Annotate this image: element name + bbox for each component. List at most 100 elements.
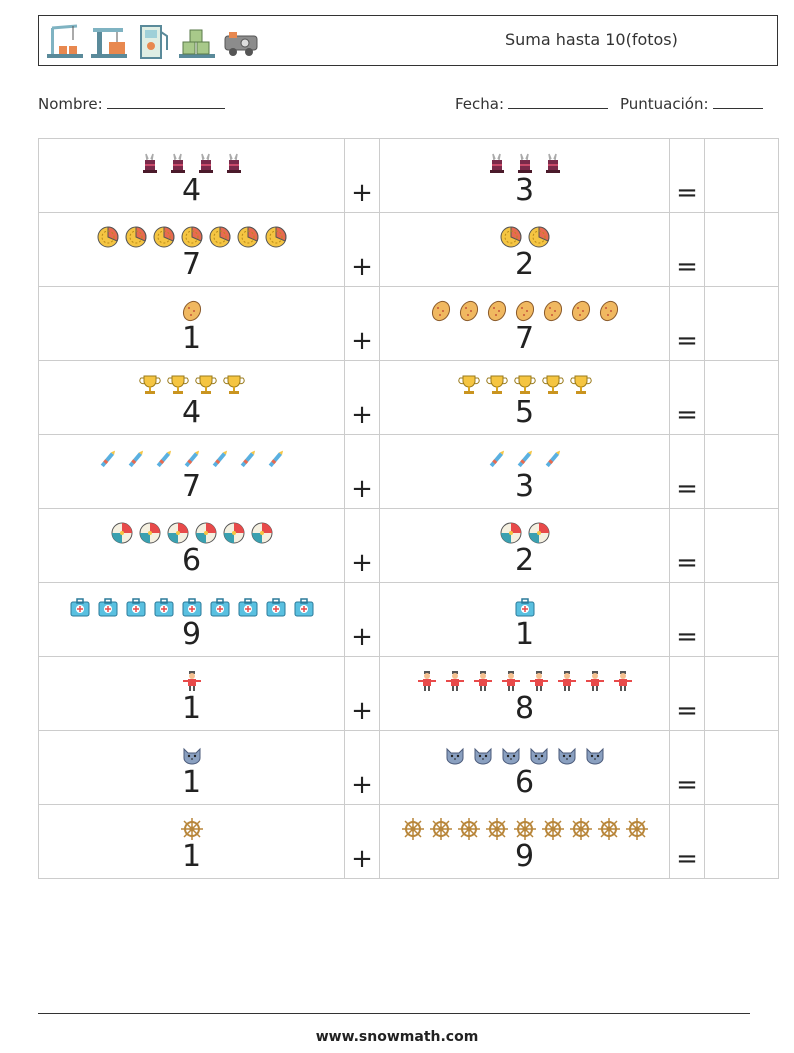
- trophy-icon: [457, 375, 480, 394]
- addend-b-icons: [380, 372, 669, 398]
- cargo-pallet-icon: [179, 29, 215, 58]
- addend-b-cell: 2: [379, 508, 670, 583]
- ship-wheel-icon: [625, 818, 648, 840]
- pie-chart-icon: [125, 226, 146, 248]
- ship-wheel-icon: [513, 818, 536, 840]
- addend-b: 6: [514, 765, 535, 800]
- crayon-icon: [517, 450, 532, 468]
- equals-sign: =: [676, 400, 698, 430]
- addend-b: 2: [514, 247, 535, 282]
- plus-sign: +: [351, 252, 373, 282]
- cat-face-icon: [183, 747, 200, 765]
- date-blank[interactable]: [508, 94, 609, 109]
- equals-sign: =: [676, 474, 698, 504]
- addend-a: 1: [181, 321, 202, 356]
- addend-b-cell: 1: [379, 582, 670, 657]
- beach-ball-icon: [528, 522, 549, 544]
- equals-sign: =: [676, 326, 698, 356]
- plus-cell: +: [344, 730, 380, 805]
- addend-a: 1: [181, 691, 202, 726]
- answer-cell[interactable]: [704, 582, 779, 657]
- addend-b: 1: [514, 617, 535, 652]
- first-aid-kit-icon: [70, 598, 89, 617]
- first-aid-kit-icon: [154, 598, 173, 617]
- problem-row: 9 +1 =: [38, 582, 779, 657]
- answer-cell[interactable]: [704, 804, 779, 879]
- score-field[interactable]: Puntuación:: [620, 94, 763, 113]
- magic-hat-icon: [517, 153, 532, 173]
- addend-b-cell: 8: [379, 656, 670, 731]
- first-aid-kit-icon: [294, 598, 313, 617]
- footer-url[interactable]: www.snowmath.com: [315, 1029, 479, 1045]
- answer-cell[interactable]: [704, 434, 779, 509]
- addend-b-cell: 2: [379, 212, 670, 287]
- ship-wheel-icon: [569, 818, 592, 840]
- crane-icon: [47, 24, 83, 58]
- addend-b-icons: [380, 742, 669, 768]
- name-blank[interactable]: [106, 94, 225, 109]
- answer-cell[interactable]: [704, 656, 779, 731]
- crayon-icon: [545, 450, 560, 468]
- plus-cell: +: [344, 656, 380, 731]
- train-icon: [224, 32, 258, 56]
- first-aid-kit-icon: [515, 598, 534, 617]
- beach-ball-icon: [223, 522, 244, 544]
- plus-sign: +: [351, 400, 373, 430]
- plus-sign: +: [351, 178, 373, 208]
- addend-b: 5: [514, 395, 535, 430]
- first-aid-kit-icon: [182, 598, 201, 617]
- plus-sign: +: [351, 770, 373, 800]
- first-aid-kit-icon: [266, 598, 285, 617]
- addend-a-cell: 4: [38, 138, 345, 213]
- plus-sign: +: [351, 696, 373, 726]
- problem-row: 1 +7 =: [38, 286, 779, 361]
- addend-b-cell: 5: [379, 360, 670, 435]
- equals-cell: =: [669, 360, 705, 435]
- scarecrow-icon: [182, 671, 201, 691]
- addend-a-icons: [39, 520, 344, 546]
- magic-hat-icon: [226, 153, 241, 173]
- addend-a: 4: [181, 395, 202, 430]
- problem-row: 1 +9 =: [38, 804, 779, 879]
- addend-a: 6: [181, 543, 202, 578]
- pie-chart-icon: [265, 226, 286, 248]
- addend-a-icons: [39, 298, 344, 324]
- answer-cell[interactable]: [704, 508, 779, 583]
- potato-icon: [431, 300, 450, 322]
- addend-b-icons: [380, 446, 669, 472]
- equals-sign: =: [676, 696, 698, 726]
- answer-cell[interactable]: [704, 360, 779, 435]
- score-blank[interactable]: [712, 94, 763, 109]
- scarecrow-icon: [417, 671, 436, 691]
- addend-a-cell: 7: [38, 212, 345, 287]
- equals-cell: =: [669, 286, 705, 361]
- addend-a-cell: 9: [38, 582, 345, 657]
- problem-row: 1 +6 =: [38, 730, 779, 805]
- pie-chart-icon: [181, 226, 202, 248]
- addend-a: 9: [181, 617, 202, 652]
- addend-b: 9: [514, 839, 535, 874]
- addend-a-icons: [39, 594, 344, 620]
- problem-row: 7 +3 =: [38, 434, 779, 509]
- addend-a-icons: [39, 668, 344, 694]
- potato-icon: [599, 300, 618, 322]
- answer-cell[interactable]: [704, 730, 779, 805]
- addend-b: 3: [514, 173, 535, 208]
- name-field[interactable]: Nombre:: [38, 94, 225, 113]
- crayon-icon: [212, 450, 227, 468]
- answer-cell[interactable]: [704, 212, 779, 287]
- date-label: Fecha:: [455, 95, 505, 113]
- addend-b-cell: 6: [379, 730, 670, 805]
- cat-face-icon: [586, 747, 603, 765]
- trophy-icon: [569, 375, 592, 394]
- cat-face-icon: [558, 747, 575, 765]
- plus-cell: +: [344, 582, 380, 657]
- answer-cell[interactable]: [704, 286, 779, 361]
- answer-cell[interactable]: [704, 138, 779, 213]
- cat-face-icon: [530, 747, 547, 765]
- addend-a-cell: 4: [38, 360, 345, 435]
- date-field[interactable]: Fecha:: [455, 94, 609, 113]
- addend-a-icons: [39, 372, 344, 398]
- equals-cell: =: [669, 656, 705, 731]
- potato-icon: [543, 300, 562, 322]
